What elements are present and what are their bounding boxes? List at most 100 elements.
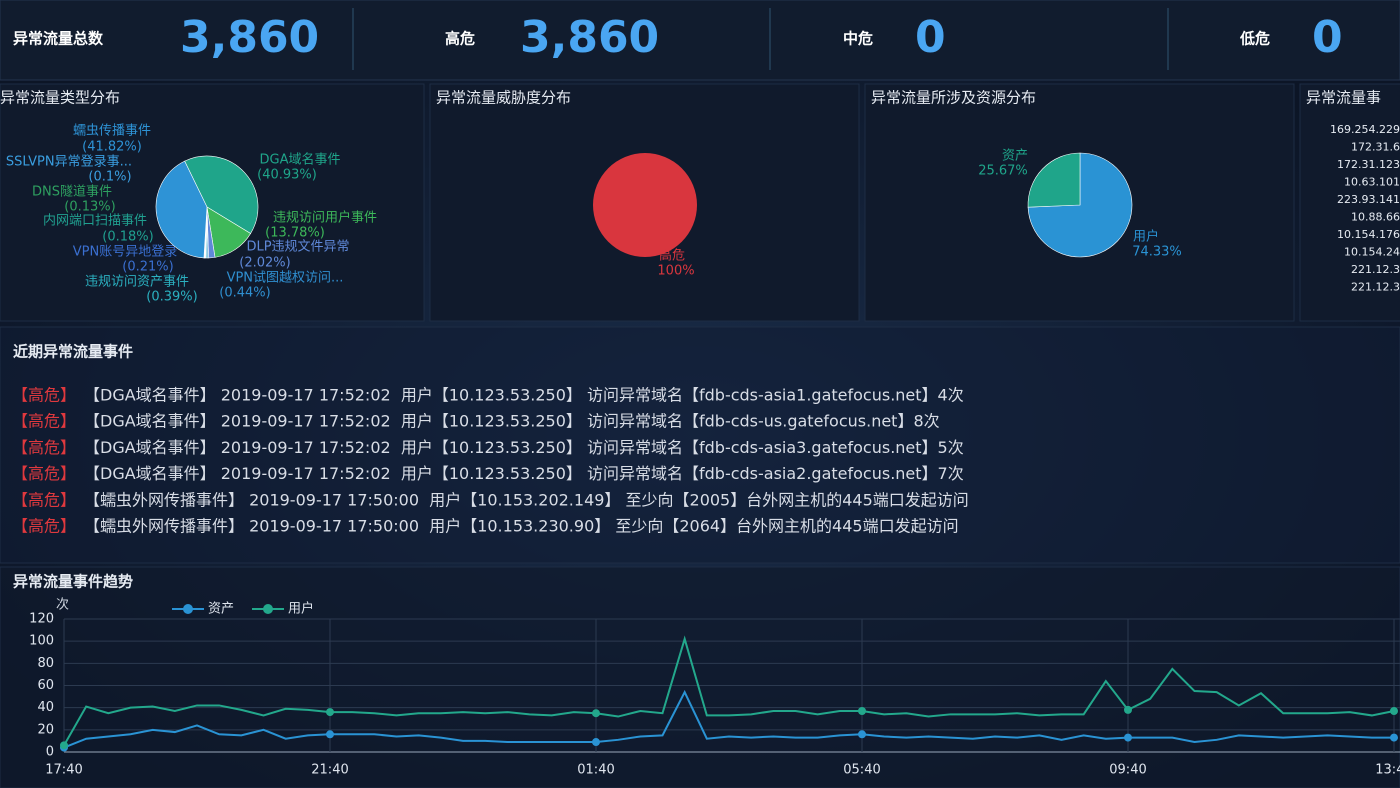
ranking-item: 169.254.229: [1330, 123, 1400, 136]
ranking-item: 10.154.176: [1337, 228, 1400, 241]
slice-label: 资产: [1002, 149, 1028, 164]
slice-value: (41.82%): [82, 140, 142, 155]
event-level: 【高危】: [12, 412, 76, 431]
y-tick-label: 0: [46, 745, 54, 760]
event-level: 【高危】: [12, 438, 76, 457]
x-tick-label: 21:40: [311, 763, 348, 778]
event-level: 【高危】: [12, 490, 76, 509]
ranking-item: 221.12.3: [1351, 263, 1400, 276]
legend-label: 资产: [208, 602, 234, 617]
slice-value: (0.21%): [122, 260, 173, 275]
series-line: [63, 689, 1394, 749]
slice-value: (40.93%): [257, 168, 317, 183]
legend-label: 用户: [288, 601, 314, 617]
ranking-item: 10.154.24: [1344, 246, 1400, 259]
point: [858, 706, 866, 715]
slice-label: 用户: [1133, 229, 1159, 245]
slice-value: (2.02%): [239, 256, 290, 271]
legend-marker: [183, 604, 193, 614]
ranking-item: 10.63.101: [1344, 176, 1400, 189]
point: [1390, 706, 1398, 715]
point: [592, 709, 600, 718]
slice-value: (0.44%): [219, 286, 270, 301]
stat-label: 高危: [445, 30, 475, 48]
event-level: 【高危】: [12, 517, 76, 536]
slice-label: 蠕虫传播事件: [73, 124, 151, 139]
y-tick-label: 80: [37, 656, 54, 671]
panel: [0, 326, 1400, 564]
slice-label: 高危: [659, 248, 685, 264]
ranking-item: 223.93.141: [1337, 193, 1400, 206]
slice-value: (0.39%): [146, 290, 197, 305]
pie-slice: [184, 155, 259, 234]
point: [592, 738, 600, 747]
ranking-item: 172.31.6: [1351, 141, 1400, 154]
slice-label: DLP违规文件异常: [246, 240, 349, 255]
y-tick-label: 60: [37, 678, 54, 693]
slice-value: (0.13%): [64, 200, 115, 215]
point: [1390, 733, 1398, 742]
event-level: 【高危】: [12, 464, 76, 483]
pie-slice: [593, 153, 697, 257]
x-tick-label: 09:40: [1109, 763, 1146, 778]
slice-label: VPN试图越权访问...: [227, 270, 344, 286]
slice-value: (13.78%): [265, 226, 325, 241]
stat-label: 中危: [843, 30, 873, 48]
panel-title: 异常流量事: [1306, 89, 1381, 107]
panel-title: 异常流量所涉及资源分布: [871, 89, 1036, 107]
panel: [1299, 83, 1400, 322]
point: [326, 730, 334, 739]
stat-value: 3,860: [180, 12, 319, 63]
x-tick-label: 17:40: [45, 763, 82, 778]
slice-value: (0.18%): [102, 230, 153, 245]
slice-label: VPN账号异地登录: [73, 245, 177, 260]
event-text: 【DGA域名事件】 2019-09-17 17:52:02 用户【10.123.…: [84, 438, 964, 457]
slice-label: SSLVPN异常登录事...: [6, 155, 132, 170]
ranking-item: 172.31.123: [1337, 158, 1400, 171]
slice-label: DNS隧道事件: [32, 184, 112, 200]
slice-value: 74.33%: [1132, 245, 1182, 260]
x-tick-label: 05:40: [843, 763, 880, 778]
point: [858, 730, 866, 739]
event-text: 【DGA域名事件】 2019-09-17 17:52:02 用户【10.123.…: [84, 464, 964, 483]
point: [60, 741, 68, 750]
y-tick-label: 120: [29, 612, 54, 627]
slice-value: (0.1%): [88, 170, 131, 185]
y-tick-label: 100: [29, 634, 54, 649]
ranking-item: 221.12.3: [1351, 281, 1400, 294]
point: [1124, 705, 1132, 714]
slice-value: 100%: [657, 264, 694, 279]
panel-title: 异常流量类型分布: [0, 89, 120, 107]
event-text: 【DGA域名事件】 2019-09-17 17:52:02 用户【10.123.…: [84, 412, 940, 431]
stat-label: 低危: [1239, 30, 1270, 48]
y-axis-label: 次: [56, 597, 69, 613]
stat-label: 异常流量总数: [13, 30, 104, 48]
slice-label: 内网端口扫描事件: [43, 213, 147, 229]
stat-value: 3,860: [520, 12, 659, 63]
event-text: 【DGA域名事件】 2019-09-17 17:52:02 用户【10.123.…: [84, 386, 964, 405]
point: [326, 708, 334, 717]
ranking-item: 10.88.66: [1351, 211, 1400, 224]
pie-slice: [155, 160, 208, 259]
panel-title: 异常流量威胁度分布: [436, 89, 571, 107]
pie-slice: [1027, 152, 1081, 208]
point: [1124, 733, 1132, 742]
slice-label: 违规访问用户事件: [273, 210, 377, 226]
slice-value: 25.67%: [978, 164, 1028, 179]
panel-title: 近期异常流量事件: [13, 343, 133, 361]
y-tick-label: 20: [37, 722, 54, 737]
stats-bar: [0, 0, 1400, 81]
y-tick-label: 40: [37, 700, 54, 715]
series-line: [63, 635, 1395, 746]
event-text: 【蠕虫外网传播事件】 2019-09-17 17:50:00 用户【10.153…: [84, 517, 959, 536]
slice-label: 违规访问资产事件: [85, 275, 189, 290]
event-text: 【蠕虫外网传播事件】 2019-09-17 17:50:00 用户【10.153…: [84, 490, 969, 509]
slice-label: DGA域名事件: [260, 152, 341, 168]
event-level: 【高危】: [12, 386, 76, 405]
x-tick-label: 13:40: [1375, 763, 1400, 778]
legend-marker: [263, 604, 273, 614]
panel-title: 异常流量事件趋势: [13, 573, 133, 591]
panel: [0, 566, 1400, 788]
stat-value: 0: [915, 12, 946, 63]
